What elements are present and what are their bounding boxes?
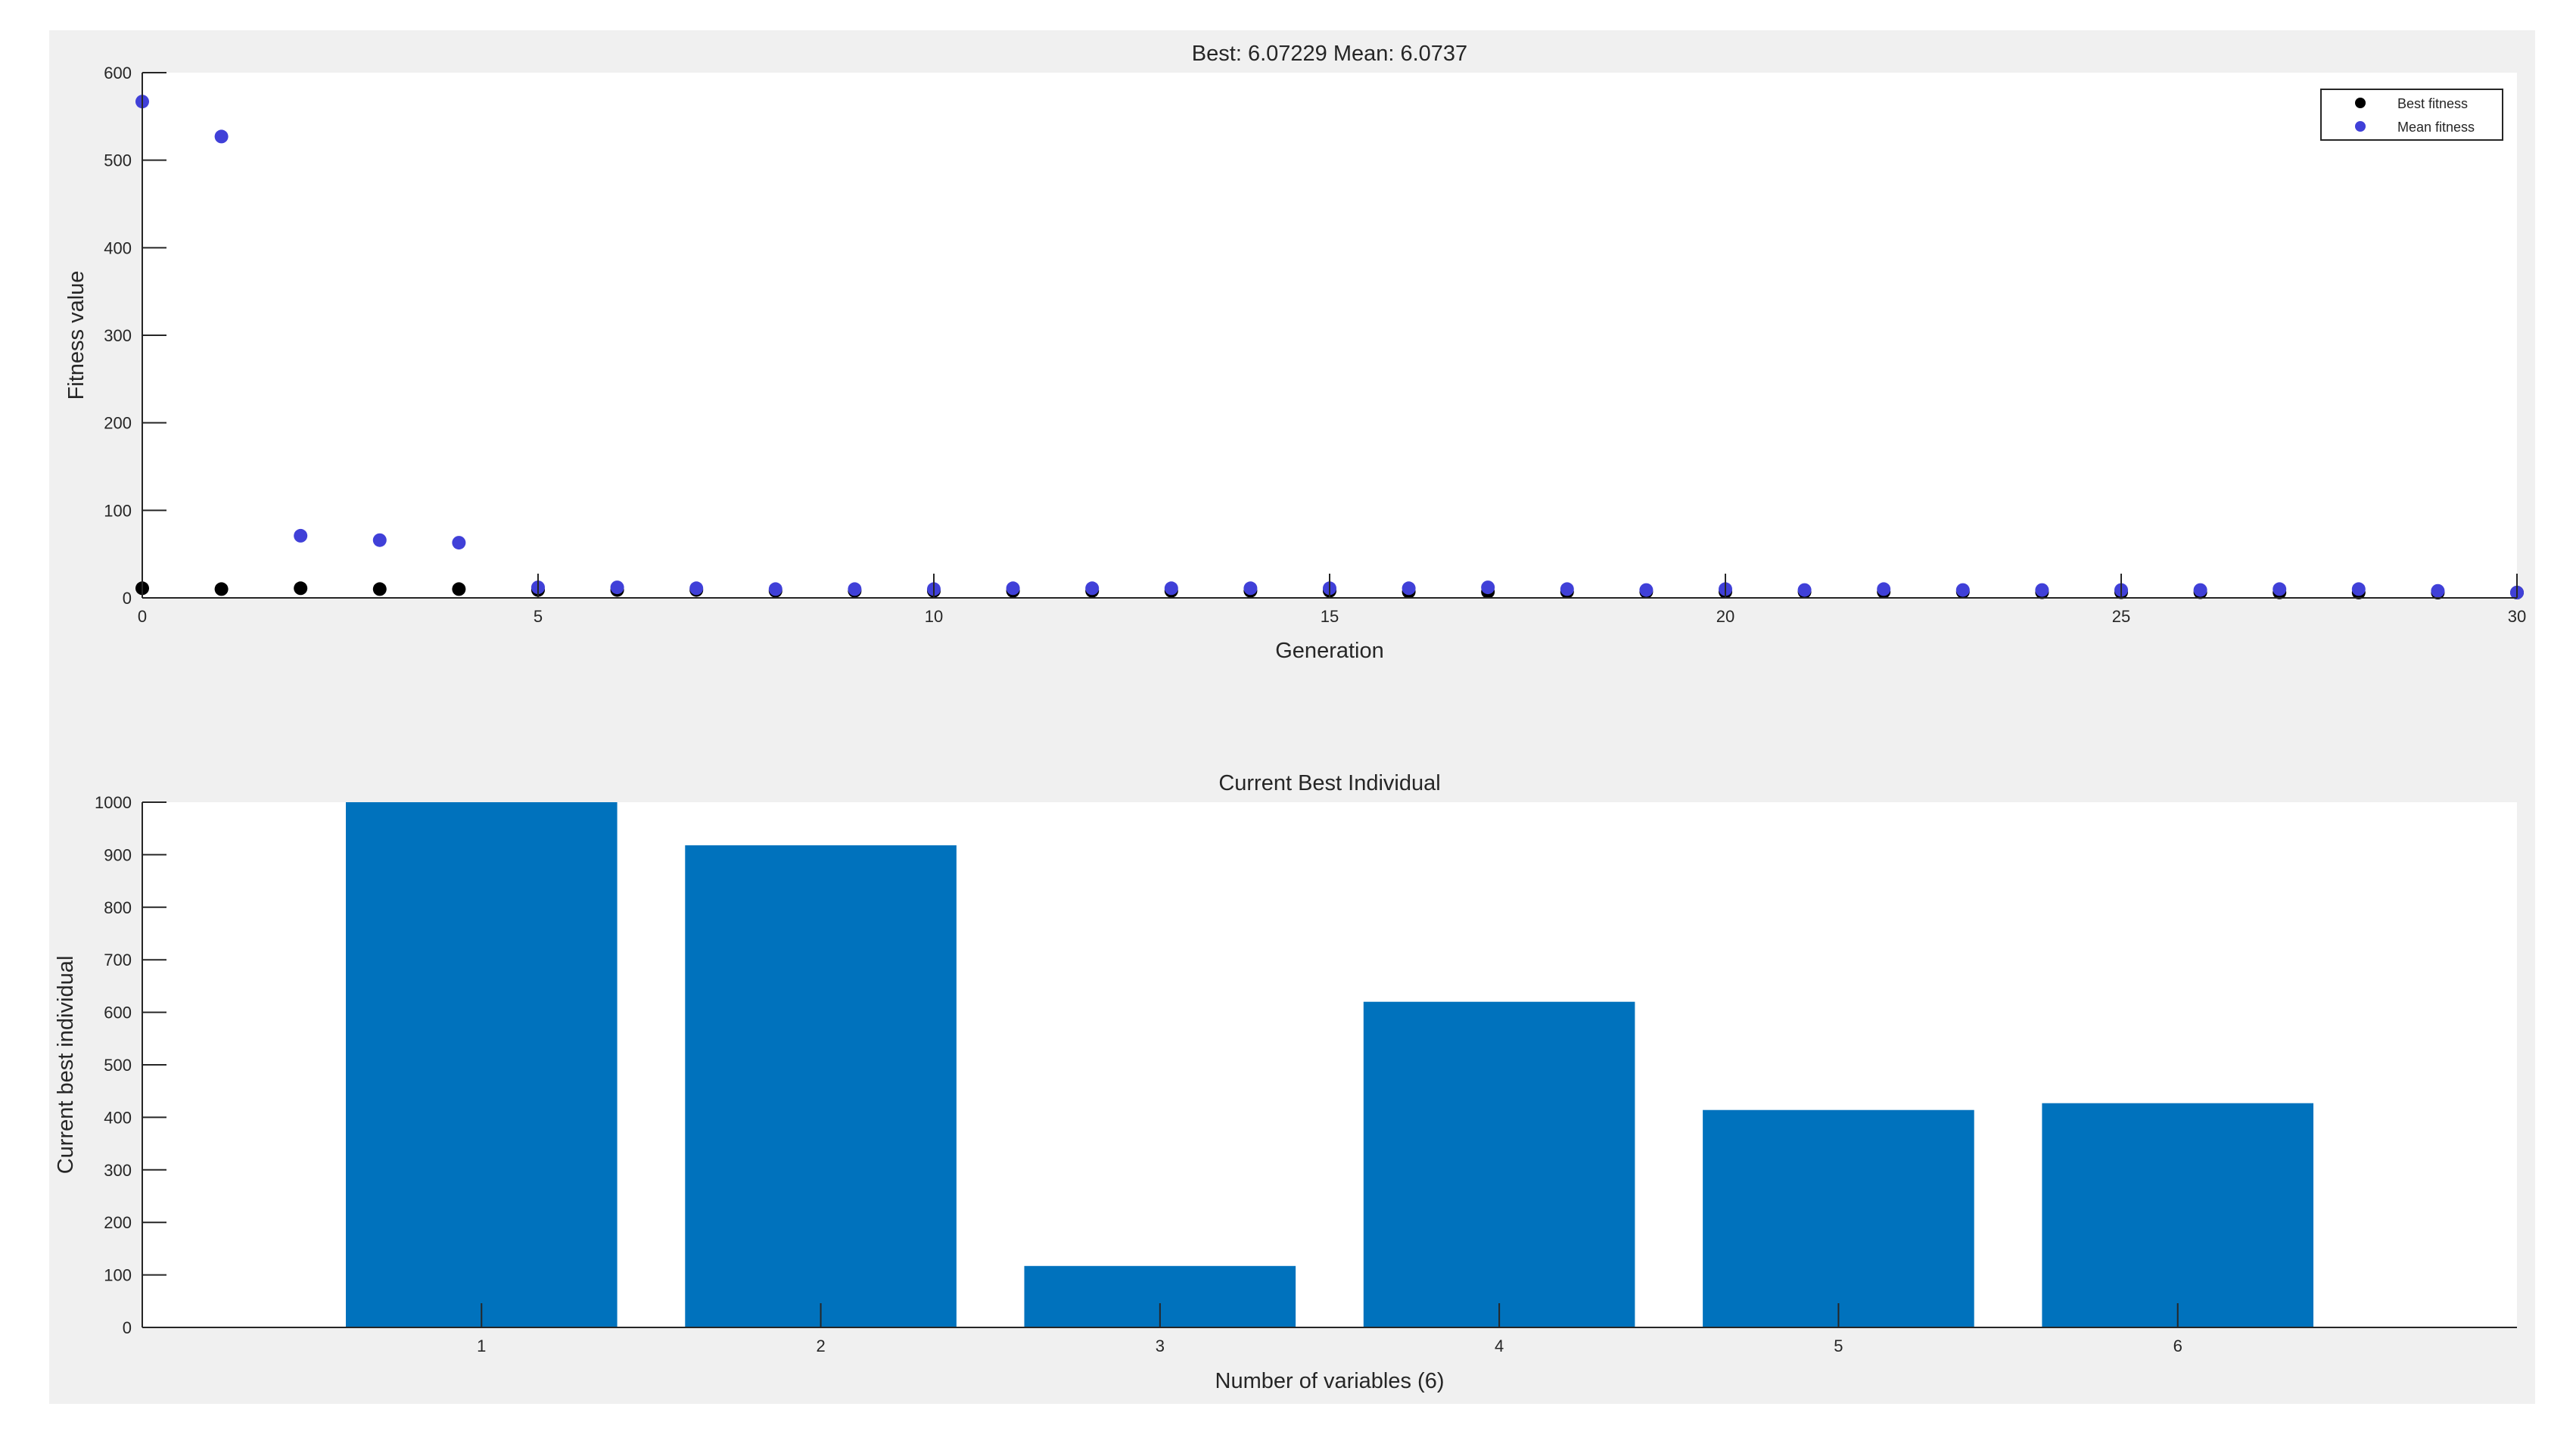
mean-fitness-point (214, 129, 229, 144)
best-individual-y-tick-label: 500 (104, 1056, 132, 1075)
mean-fitness-point (2273, 582, 2287, 596)
mean-fitness-point (1402, 581, 1416, 596)
mean-fitness-point (1006, 581, 1020, 596)
legend-marker-mean-fitness (2355, 121, 2366, 132)
fitness-x-tick-label: 15 (1321, 607, 1339, 626)
mean-fitness-point (1560, 582, 1574, 596)
best-individual-y-tick-label: 1000 (95, 793, 132, 812)
best-fitness-point (214, 582, 229, 596)
mean-fitness-point (1797, 583, 1812, 597)
fitness-plot-marks (135, 95, 2524, 599)
bar-variable-1 (346, 802, 618, 1327)
legend-label-best-fitness: Best fitness (2397, 96, 2468, 111)
fitness-y-axis-label: Fitness value (64, 271, 89, 400)
fitness-plot-title: Best: 6.07229 Mean: 6.0737 (1192, 42, 1467, 66)
best-individual-x-tick-label: 5 (1834, 1337, 1843, 1355)
fitness-y-tick-label: 300 (104, 326, 132, 345)
best-individual-y-tick-label: 700 (104, 951, 132, 969)
mean-fitness-point (1639, 583, 1654, 597)
bar-variable-4 (1363, 1001, 1635, 1327)
fitness-x-tick-label: 10 (925, 607, 943, 626)
mean-fitness-point (294, 528, 308, 543)
best-individual-x-tick-label: 2 (816, 1337, 825, 1355)
best-individual-plot: Current Best Individual 1 2 3 4 5 6 0 100 200 300… (54, 771, 2517, 1393)
fitness-y-tick-label: 0 (123, 589, 132, 608)
best-individual-x-tick-label: 6 (2173, 1337, 2182, 1355)
fitness-legend: Best fitness Mean fitness (2320, 89, 2503, 141)
mean-fitness-point (372, 533, 387, 547)
best-individual-x-tick-label: 4 (1495, 1337, 1504, 1355)
best-individual-plot-title: Current Best Individual (1218, 771, 1440, 795)
best-individual-y-tick-label: 0 (123, 1318, 132, 1337)
legend-box (2320, 89, 2503, 141)
fitness-y-tick-label: 200 (104, 414, 132, 433)
mean-fitness-point (1243, 581, 1258, 596)
best-fitness-point (372, 582, 387, 596)
best-individual-x-axis-label: Number of variables (6) (1215, 1369, 1445, 1393)
bar-variable-6 (2042, 1103, 2313, 1327)
best-individual-x-tick-label: 3 (1156, 1337, 1165, 1355)
fitness-y-tick-label: 600 (104, 64, 132, 82)
fitness-y-tick-label: 100 (104, 501, 132, 520)
fitness-x-tick-label: 5 (534, 607, 543, 626)
fitness-x-tick-label: 0 (138, 607, 147, 626)
best-individual-plot-axes: 1 2 3 4 5 6 0 100 200 300 400 500 600 700 800 900 1000 (95, 793, 2517, 1355)
mean-fitness-point (2193, 583, 2207, 597)
best-individual-x-tick-label: 1 (477, 1337, 486, 1355)
best-individual-y-tick-label: 800 (104, 898, 132, 917)
best-individual-y-tick-label: 600 (104, 1004, 132, 1022)
legend-marker-best-fitness (2355, 98, 2366, 108)
fitness-x-axis-label: Generation (1275, 639, 1384, 663)
fitness-y-tick-label: 500 (104, 151, 132, 170)
mean-fitness-point (689, 581, 704, 596)
mean-fitness-point (2351, 582, 2366, 596)
mean-fitness-point (848, 582, 862, 596)
mean-fitness-point (2035, 583, 2049, 597)
bar-variable-5 (1703, 1109, 1974, 1327)
mean-fitness-point (1164, 581, 1178, 596)
mean-fitness-point (1481, 580, 1495, 595)
best-individual-y-tick-label: 100 (104, 1266, 132, 1285)
mean-fitness-point (2431, 583, 2445, 598)
fitness-plot-area (142, 73, 2517, 598)
mean-fitness-point (768, 582, 782, 596)
mean-fitness-point (610, 580, 624, 595)
fitness-x-tick-label: 20 (1716, 607, 1734, 626)
best-individual-plot-marks (346, 802, 2313, 1327)
best-fitness-point (294, 581, 308, 596)
fitness-x-tick-label: 25 (2112, 607, 2130, 626)
legend-label-mean-fitness: Mean fitness (2397, 120, 2475, 135)
mean-fitness-point (1085, 581, 1100, 596)
best-fitness-point (452, 582, 466, 596)
fitness-x-tick-label: 30 (2508, 607, 2526, 626)
mean-fitness-point (1955, 583, 1970, 597)
bar-variable-2 (685, 845, 957, 1327)
mean-fitness-point (452, 536, 466, 550)
fitness-y-tick-label: 400 (104, 238, 132, 257)
fitness-plot: Best: 6.07229 Mean: 6.0737 0 5 10 15 20 25 300… (64, 42, 2526, 663)
best-individual-y-tick-label: 300 (104, 1161, 132, 1180)
best-individual-y-tick-label: 200 (104, 1213, 132, 1232)
best-individual-y-tick-label: 900 (104, 845, 132, 864)
best-individual-y-axis-label: Current best individual (54, 956, 78, 1175)
best-individual-y-tick-label: 400 (104, 1108, 132, 1127)
mean-fitness-point (1877, 582, 1891, 596)
